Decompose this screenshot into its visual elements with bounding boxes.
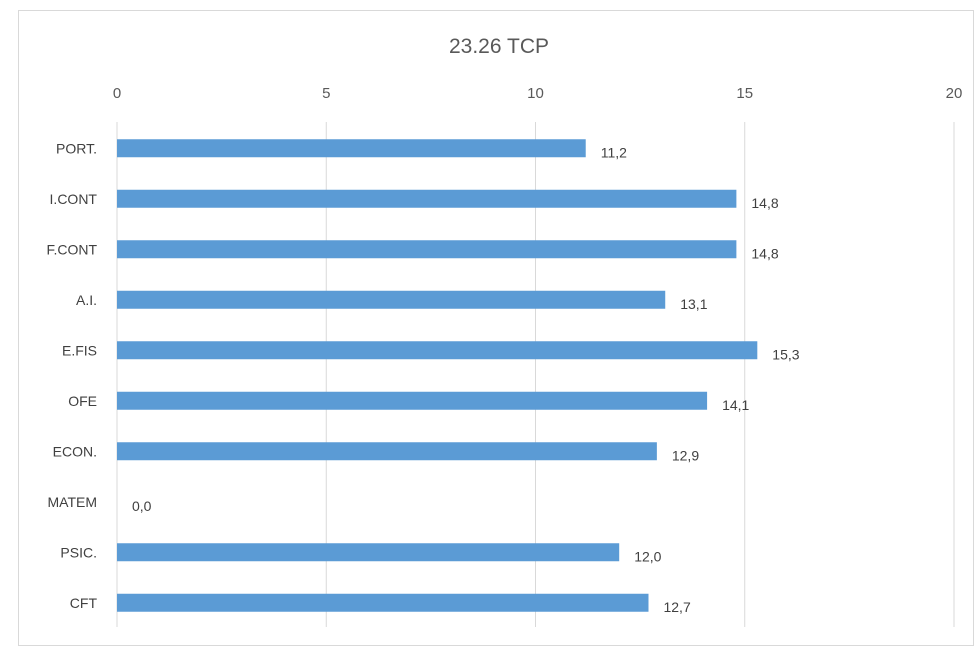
category-label: OFE xyxy=(68,393,97,409)
data-label: 14,8 xyxy=(751,245,778,261)
category-label: MATEM xyxy=(47,494,97,510)
bar xyxy=(117,240,737,259)
x-tick-label: 10 xyxy=(527,85,544,102)
x-tick-label: 15 xyxy=(736,85,753,102)
bar xyxy=(117,189,737,208)
x-tick-label: 0 xyxy=(113,85,121,102)
data-label: 12,7 xyxy=(663,599,690,615)
x-tick-label: 5 xyxy=(322,85,330,102)
data-label: 14,8 xyxy=(751,195,778,211)
category-label: E.FIS xyxy=(62,342,97,358)
data-label: 0,0 xyxy=(132,498,152,514)
category-label: I.CONT xyxy=(50,191,98,207)
x-axis-ticks: 0 5 10 15 20 xyxy=(113,85,963,102)
category-label: PORT. xyxy=(56,140,97,156)
chart-frame xyxy=(18,10,974,646)
data-labels: 11,2 14,8 14,8 13,1 15,3 14,1 12,9 0,0 12,0 12,7 xyxy=(132,144,800,615)
category-label: CFT xyxy=(70,595,98,611)
bar xyxy=(117,442,657,461)
data-label: 12,0 xyxy=(634,548,661,564)
bar xyxy=(117,290,666,309)
data-label: 13,1 xyxy=(680,296,707,312)
bars xyxy=(117,139,758,612)
x-tick-label: 20 xyxy=(946,85,963,102)
data-label: 11,2 xyxy=(601,144,627,160)
data-label: 14,1 xyxy=(722,397,749,413)
bar xyxy=(117,593,649,612)
bar xyxy=(117,341,758,360)
bar xyxy=(117,391,708,410)
bar xyxy=(117,139,586,158)
chart-title: 23.26 TCP xyxy=(449,35,549,58)
category-label: F.CONT xyxy=(46,241,97,257)
bar xyxy=(117,543,620,562)
data-label: 12,9 xyxy=(672,447,699,463)
category-label: PSIC. xyxy=(60,544,97,560)
category-label: A.I. xyxy=(76,292,97,308)
data-label: 15,3 xyxy=(772,346,799,362)
category-label: ECON. xyxy=(53,443,97,459)
category-labels: PORT. I.CONT F.CONT A.I. E.FIS OFE ECON. MATEM P… xyxy=(46,140,97,611)
